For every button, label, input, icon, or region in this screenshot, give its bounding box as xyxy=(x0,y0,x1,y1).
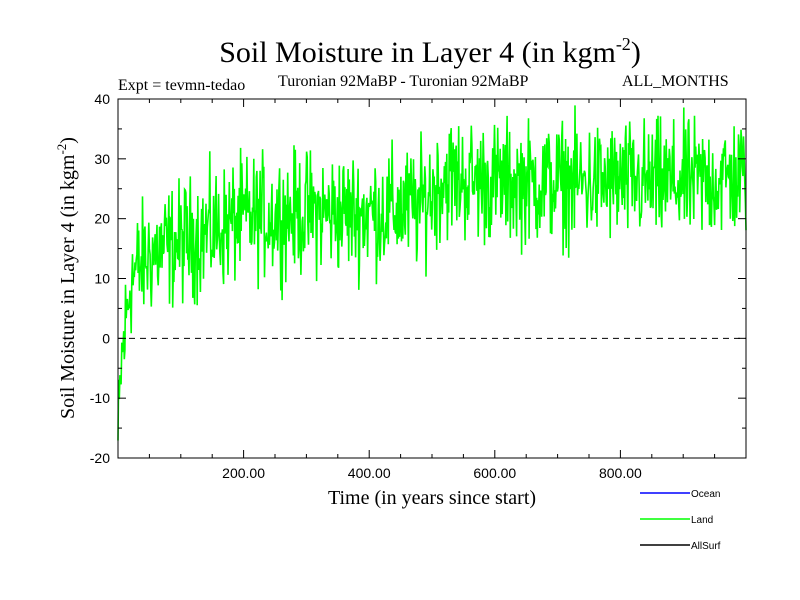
subtitle-period: Turonian 92MaBP - Turonian 92MaBP xyxy=(278,73,529,90)
legend-ocean-label: Ocean xyxy=(691,489,720,500)
y-axis: -20 -10 0 10 20 30 40 xyxy=(90,91,746,466)
x-tick-label: 600.00 xyxy=(473,465,516,481)
x-tick-label: 200.00 xyxy=(222,465,265,481)
x-axis: 200.00 400.00 600.00 800.00 xyxy=(148,99,716,481)
x-tick-label: 400.00 xyxy=(348,465,391,481)
plot-area xyxy=(117,105,747,441)
y-tick-label: 10 xyxy=(94,271,110,287)
y-tick-label: 30 xyxy=(94,151,110,167)
y-axis-label: Soil Moisture in Layer 4 (in kgm-2) xyxy=(54,137,79,419)
y-tick-label: 20 xyxy=(94,211,110,227)
y-tick-label: -10 xyxy=(90,390,110,406)
legend: Ocean Land AllSurf xyxy=(640,489,721,552)
subtitle-experiment: Expt = tevmn-tedao xyxy=(118,77,245,94)
series-land-line xyxy=(117,105,747,441)
chart-title: Soil Moisture in Layer 4 (in kgm-2) xyxy=(219,34,641,69)
legend-allsurf-label: AllSurf xyxy=(691,541,721,552)
x-tick-label: 800.00 xyxy=(599,465,642,481)
subtitle-months: ALL_MONTHS xyxy=(622,73,729,90)
y-tick-label: -20 xyxy=(90,450,110,466)
x-axis-label: Time (in years since start) xyxy=(328,487,536,509)
legend-land-label: Land xyxy=(691,515,713,526)
y-tick-label: 0 xyxy=(102,330,110,346)
y-tick-label: 40 xyxy=(94,91,110,107)
